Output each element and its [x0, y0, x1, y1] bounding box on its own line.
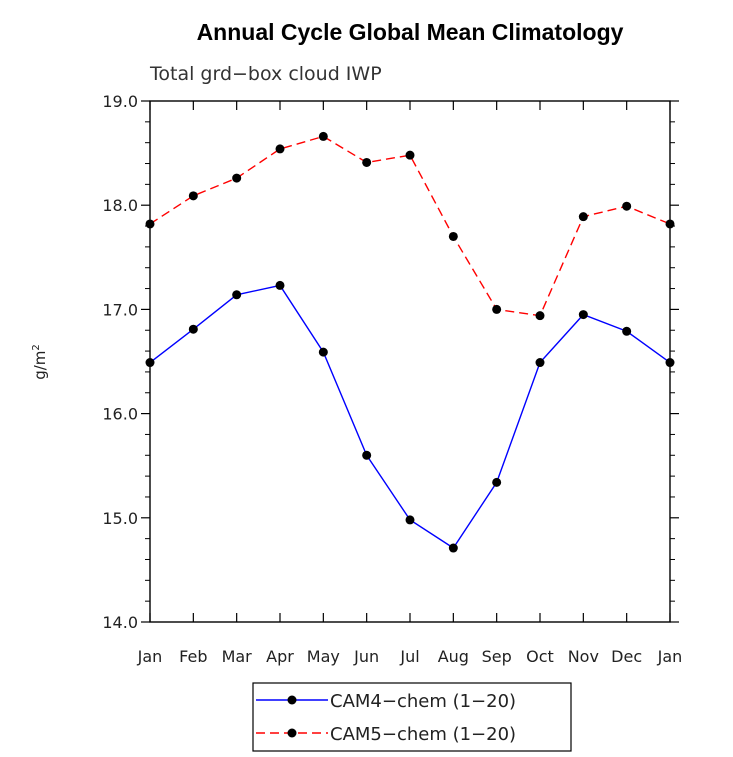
data-point	[232, 173, 242, 183]
data-point	[145, 358, 155, 368]
y-tick-label: 18.0	[102, 196, 138, 215]
x-tick-label: Dec	[611, 647, 642, 666]
data-point	[535, 358, 545, 368]
data-point	[665, 219, 675, 229]
y-tick-label: 14.0	[102, 613, 138, 632]
x-tick-label: Jun	[353, 647, 379, 666]
legend-box	[252, 682, 572, 752]
x-tick-label: Oct	[526, 647, 554, 666]
data-point	[232, 290, 242, 300]
x-tick-label: Jan	[657, 647, 683, 666]
plot-frame	[149, 100, 671, 623]
x-tick-label: Sep	[482, 647, 512, 666]
legend-marker	[287, 695, 297, 705]
x-tick-label: Jul	[399, 647, 419, 666]
data-point	[318, 347, 328, 357]
x-tick-label: May	[307, 647, 340, 666]
axes-group: Jan Feb Mar Apr May Jun Jul Aug Sep Oct Nov Dec Jan 1…	[102, 92, 682, 666]
data-point	[665, 358, 675, 368]
x-tick-label: Aug	[438, 647, 469, 666]
data-point	[188, 324, 198, 334]
y-tick-label: 17.0	[102, 300, 138, 319]
x-tick-label: Nov	[568, 647, 599, 666]
legend-label: CAM5−chem (1−20)	[330, 724, 516, 745]
data-point	[362, 450, 372, 460]
data-point	[405, 515, 415, 525]
data-point	[492, 477, 502, 487]
data-point	[448, 543, 458, 553]
chart-subtitle: Total grd−box cloud IWP	[149, 63, 382, 85]
data-point	[362, 157, 372, 167]
data-point	[578, 310, 588, 320]
x-tick-label: Apr	[266, 647, 294, 666]
data-point	[275, 280, 285, 290]
data-point	[448, 231, 458, 241]
data-point	[535, 311, 545, 321]
data-point	[622, 326, 632, 336]
data-point	[578, 212, 588, 222]
y-tick-label: 19.0	[102, 92, 138, 111]
series-line	[149, 135, 671, 317]
legend: CAM4−chem (1−20) CAM5−chem (1−20)	[252, 682, 572, 752]
data-point	[145, 219, 155, 229]
series-group	[145, 131, 675, 553]
y-axis-label: g/m2	[31, 344, 49, 380]
x-tick-label: Feb	[179, 647, 207, 666]
data-point	[492, 304, 502, 314]
data-point	[188, 191, 198, 201]
chart-title: Annual Cycle Global Mean Climatology	[197, 19, 624, 45]
data-point	[275, 144, 285, 154]
legend-marker	[287, 728, 297, 738]
legend-label: CAM4−chem (1−20)	[330, 691, 516, 712]
x-tick-label: Mar	[222, 647, 253, 666]
series-line	[149, 284, 671, 549]
data-point	[622, 201, 632, 211]
y-tick-label: 16.0	[102, 405, 138, 424]
y-tick-label: 15.0	[102, 509, 138, 528]
data-point	[405, 150, 415, 160]
x-tick-label: Jan	[137, 647, 163, 666]
data-point	[318, 131, 328, 141]
